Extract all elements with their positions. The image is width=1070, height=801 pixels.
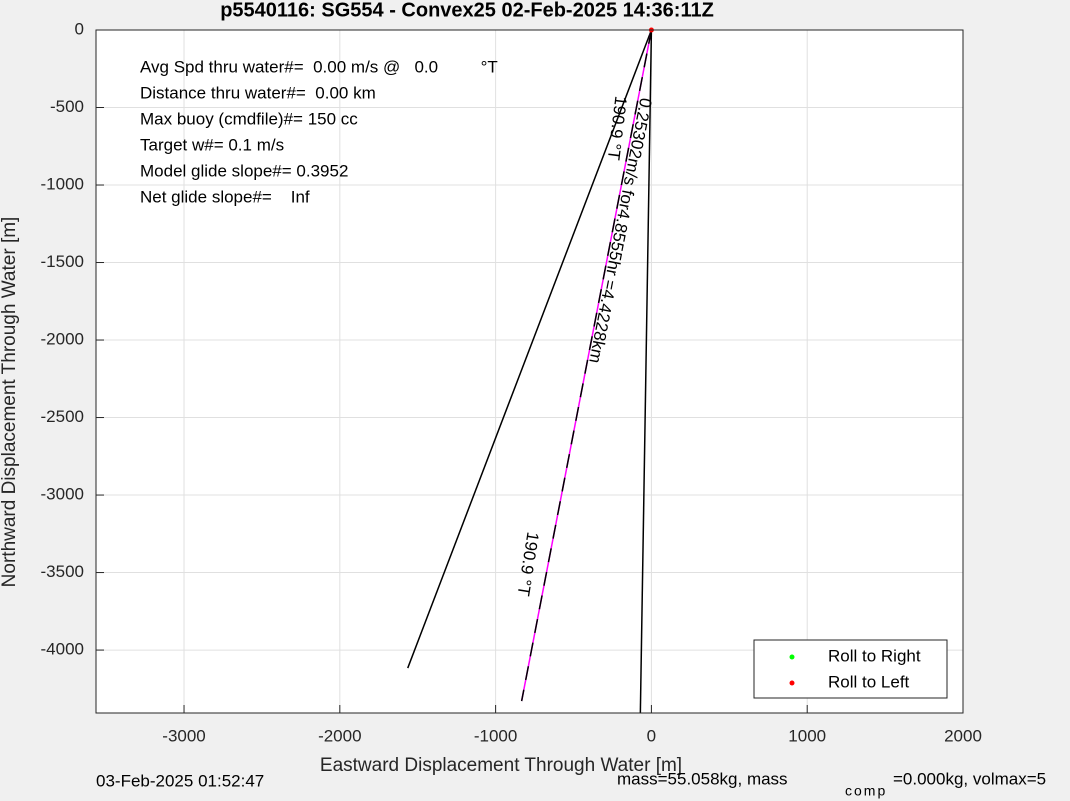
footer-mass: mass=55.058kg, mass (617, 769, 788, 788)
x-tick-label: 0 (647, 726, 656, 745)
x-tick-label: 2000 (944, 726, 982, 745)
footer-date: 03-Feb-2025 01:52:47 (96, 771, 264, 790)
legend-marker (789, 654, 795, 660)
legend-label: Roll to Right (828, 646, 921, 665)
y-tick-label: -1000 (41, 175, 84, 194)
y-tick-label: -3000 (41, 485, 84, 504)
legend-box (753, 639, 948, 699)
info-text: Target w#= 0.1 m/s (140, 135, 284, 154)
y-tick-label: -500 (50, 97, 84, 116)
info-text: Max buoy (cmdfile)#= 150 cc (140, 109, 358, 128)
y-axis-label: Northward Displacement Through Water [m] (0, 217, 20, 588)
track-line (520, 29, 653, 702)
info-text: Avg Spd thru water#= 0.00 m/s @ 0.0 °T (140, 57, 498, 76)
x-axis-label: Eastward Displacement Through Water [m] (320, 755, 682, 776)
footer-vol: =0.000kg, volmax=5 (893, 769, 1046, 788)
y-tick-label: -4000 (41, 640, 84, 659)
x-tick-label: -3000 (162, 726, 205, 745)
info-text: Net glide slope#= Inf (140, 187, 310, 206)
y-tick-label: -2500 (41, 407, 84, 426)
track-line (639, 29, 653, 714)
y-tick-label: 0 (75, 19, 84, 38)
chart-title: p5540116: SG554 - Convex25 02-Feb-2025 1… (220, 0, 714, 21)
x-tick-label: -1000 (474, 726, 517, 745)
axes-box (95, 29, 964, 714)
y-tick-label: -1500 (41, 252, 84, 271)
marks (407, 27, 654, 714)
y-tick-label: -2000 (41, 330, 84, 349)
info-text: Distance thru water#= 0.00 km (140, 83, 376, 102)
footer-sub: comp (845, 783, 887, 799)
legend-marker (789, 680, 795, 686)
y-tick-label: -3500 (41, 562, 84, 581)
x-tick-label: 1000 (788, 726, 826, 745)
info-text: Model glide slope#= 0.3952 (140, 161, 348, 180)
track-line (407, 29, 653, 669)
plot-area (96, 30, 963, 713)
x-tick-label: -2000 (318, 726, 361, 745)
legend-label: Roll to Left (828, 672, 910, 691)
